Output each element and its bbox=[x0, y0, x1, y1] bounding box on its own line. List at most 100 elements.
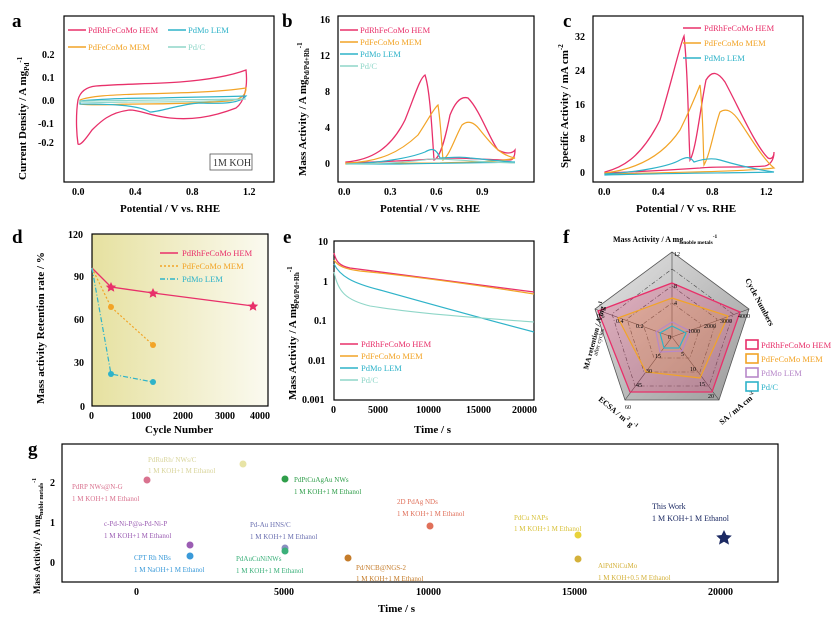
g-point-9 bbox=[574, 531, 582, 539]
legend-e-hem: PdRhFeCoMo HEM bbox=[361, 339, 432, 349]
legend-f-lem: PdMo LEM bbox=[761, 368, 802, 378]
c-ytick-4: 32 bbox=[575, 32, 585, 43]
g-ytick-1: 1 bbox=[50, 518, 55, 529]
b-xlabel: Potential / V vs. RHE bbox=[380, 203, 480, 215]
a-ytick-4: 0.2 bbox=[42, 50, 55, 61]
g-cond-1: 1 M KOH+1 M Ethanol bbox=[148, 467, 215, 475]
legend-e-lem: PdMo LEM bbox=[361, 363, 402, 373]
panel-e-pdc-curve bbox=[333, 271, 535, 323]
e-xtick-4: 20000 bbox=[512, 405, 537, 416]
panel-d-hem-marker-1 bbox=[147, 288, 159, 298]
c-xlabel: Potential / V vs. RHE bbox=[636, 203, 736, 215]
g-xtick-4: 20000 bbox=[708, 587, 733, 598]
panel-d-mem-line bbox=[91, 267, 154, 346]
panel-b-lem-curve bbox=[345, 148, 516, 165]
radar-axis-top: Mass Activity / A mgnoble metals-1 bbox=[613, 234, 718, 246]
panel-c-letter: c bbox=[563, 11, 571, 32]
radar-tick-bl-3: 60 bbox=[625, 405, 631, 411]
legend-f-hem-swatch bbox=[745, 339, 759, 350]
panel-a-pdc-curve bbox=[79, 98, 247, 103]
c-ytick-1: 8 bbox=[580, 134, 585, 145]
radar-tick-br-3: 20 bbox=[708, 394, 714, 400]
b-xtick-1: 0.3 bbox=[384, 187, 397, 198]
panel-g-letter: g bbox=[28, 439, 38, 460]
g-cond-5: 1 M NaOH+1 M Ethanol bbox=[134, 566, 204, 574]
g-label-2: PdPtCuAgAu NWs bbox=[294, 476, 349, 484]
radar-tick-top-2: 8 bbox=[674, 284, 677, 290]
radar-tick-br-1: 10 bbox=[690, 367, 696, 373]
legend-e-pdc: Pd/C bbox=[361, 375, 378, 385]
legend-c-mem: PdFeCoMo MEM bbox=[704, 38, 766, 48]
legend-b-hem: PdRhFeCoMo HEM bbox=[360, 25, 431, 35]
panel-d-frame bbox=[91, 233, 269, 407]
g-label-10: AlPdNiCuMo bbox=[598, 562, 638, 570]
c-xtick-2: 0.8 bbox=[706, 187, 719, 198]
d-xtick-0: 0 bbox=[89, 411, 94, 422]
panel-a-hem-curve bbox=[75, 69, 248, 146]
a-ytick-3: 0.1 bbox=[42, 73, 55, 84]
g-cond-11: 1 M KOH+1 M Ethanol bbox=[652, 514, 730, 523]
e-xlabel: Time / s bbox=[414, 424, 452, 436]
b-ylabel: Mass Activity / A mgPd/Pd+Rh-1 bbox=[296, 42, 311, 176]
panel-c-lem-curve bbox=[604, 157, 775, 176]
g-label-9: PdCu NAPs bbox=[514, 514, 548, 522]
panel-a: a PdRhFeCoMo HEM PdFeCoMo MEM PdMo LEM P… bbox=[12, 11, 275, 215]
g-label-1: PdRuRh/ NWs/C bbox=[148, 456, 197, 464]
panel-c-hem-curve bbox=[604, 33, 775, 174]
a-xtick-0: 0.0 bbox=[72, 187, 85, 198]
radar-tick-left-0: 0.2 bbox=[636, 324, 644, 330]
g-label-3: c-Pd-Ni-P@a-Pd-Ni-P bbox=[104, 520, 167, 528]
g-point-6 bbox=[281, 547, 289, 555]
g-cond-10: 1 M KOH+0.5 M Ethanol bbox=[598, 574, 671, 582]
g-xtick-0: 0 bbox=[134, 587, 139, 598]
panel-d-hem-line bbox=[91, 267, 254, 307]
radar-mem bbox=[617, 297, 729, 379]
panel-a-koh-label: 1M KOH bbox=[213, 158, 251, 169]
g-label-0: PdRP NWs@N-G bbox=[72, 483, 123, 491]
legend-b-pdc: Pd/C bbox=[360, 61, 377, 71]
e-xtick-3: 15000 bbox=[466, 405, 491, 416]
radar-tick-right-2: 3000 bbox=[720, 319, 732, 325]
radar-grid-2 bbox=[626, 285, 718, 373]
legend-b-lem: PdMo LEM bbox=[360, 49, 401, 59]
panel-b-pdc-curve bbox=[345, 158, 516, 165]
panel-d: d PdRhFeCoMo HEM PdFeCoMo MEM PdMo LEM 0… bbox=[12, 227, 270, 436]
e-xtick-0: 0 bbox=[331, 405, 336, 416]
panel-d-gradient-bg bbox=[92, 234, 268, 406]
radar-pdc bbox=[659, 325, 687, 349]
d-ytick-0: 0 bbox=[80, 402, 85, 413]
g-label-8: Pd/NCB@NGS-2 bbox=[356, 564, 407, 572]
c-ytick-0: 0 bbox=[580, 168, 585, 179]
g-ytick-0: 0 bbox=[50, 558, 55, 569]
g-point-2 bbox=[281, 475, 289, 483]
legend-f-lem-swatch bbox=[745, 367, 759, 378]
legend-e-mem: PdFeCoMo MEM bbox=[361, 351, 423, 361]
legend-f-mem-swatch bbox=[745, 353, 759, 364]
panel-e-lem-curve bbox=[333, 263, 535, 333]
legend-a-lem: PdMo LEM bbox=[188, 25, 229, 35]
radar-tick-top-0: 0 bbox=[668, 335, 671, 341]
radar-grid-3 bbox=[611, 268, 734, 387]
e-ytick-4: 0.001 bbox=[302, 395, 325, 406]
b-xtick-0: 0.0 bbox=[338, 187, 351, 198]
radar-hem bbox=[597, 282, 741, 393]
panel-b-letter: b bbox=[282, 11, 293, 32]
radar-tick-left-1: 0.4 bbox=[616, 319, 624, 325]
radar-lem bbox=[655, 321, 691, 353]
b-ytick-3: 12 bbox=[320, 51, 330, 62]
e-ytick-3: 0.01 bbox=[308, 356, 326, 367]
panel-e-frame bbox=[333, 240, 535, 401]
d-ytick-2: 60 bbox=[74, 315, 84, 326]
c-xtick-0: 0.0 bbox=[598, 187, 611, 198]
panel-c-frame bbox=[592, 15, 804, 183]
g-cond-8: 1 M KOH+1 M Ethanol bbox=[356, 575, 423, 583]
radar-tick-right-1: 2000 bbox=[704, 324, 716, 330]
b-ytick-2: 8 bbox=[325, 87, 330, 98]
a-ytick-0: -0.2 bbox=[38, 138, 54, 149]
panel-d-lem-marker-0 bbox=[108, 371, 114, 377]
legend-f-hem: PdRhFeCoMo HEM bbox=[761, 340, 832, 350]
d-xtick-4: 4000 bbox=[250, 411, 270, 422]
panel-g: g PdRP NWs@N-G 1 M KOH+1 M Ethanol PdRuR… bbox=[28, 439, 779, 615]
panel-d-hem-marker-2 bbox=[247, 301, 259, 311]
